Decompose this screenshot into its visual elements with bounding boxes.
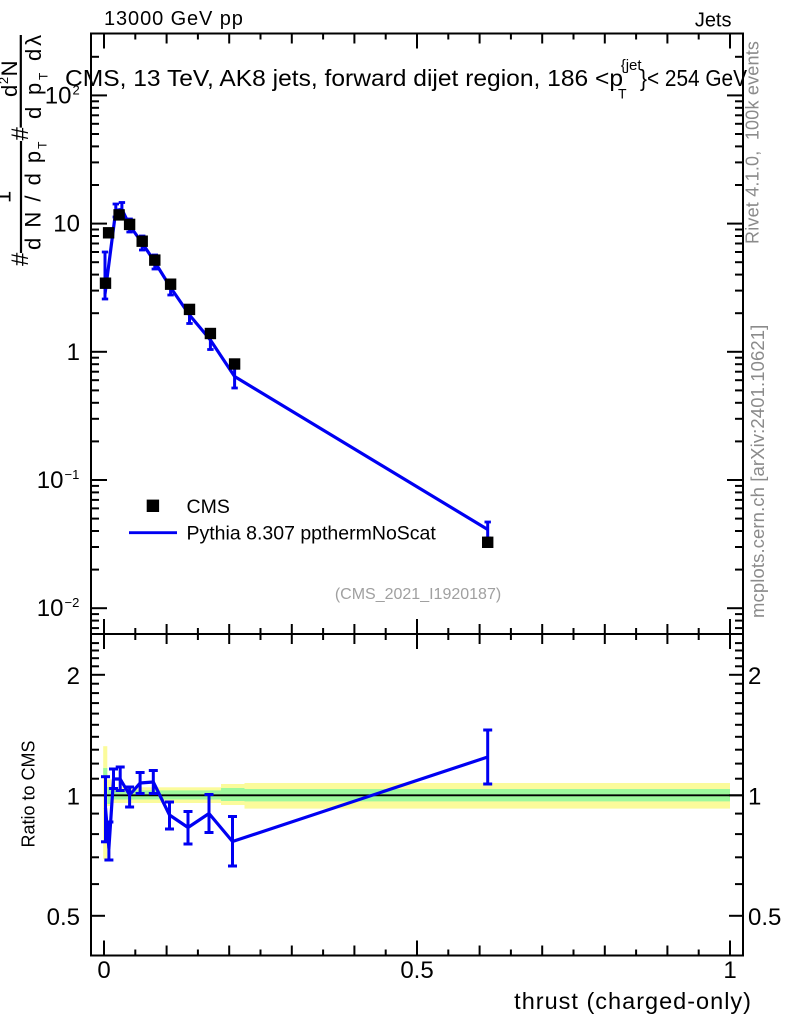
svg-text:−2: −2 [65, 595, 80, 610]
svg-text:#: # [7, 127, 34, 141]
svg-text:10: 10 [53, 211, 80, 238]
svg-text:1: 1 [748, 783, 761, 810]
svg-text:Ratio to CMS: Ratio to CMS [19, 740, 39, 847]
svg-text:CMS: CMS [187, 496, 230, 518]
svg-text:10: 10 [37, 595, 64, 622]
svg-text:1: 1 [67, 339, 80, 366]
svg-text:1: 1 [0, 191, 16, 203]
svg-text:2: 2 [67, 663, 80, 690]
svg-text:T: T [618, 86, 627, 102]
svg-text:Rivet 4.1.0, 100k events: Rivet 4.1.0, 100k events [743, 41, 763, 244]
svg-text:mcplots.cern.ch [arXiv:2401.10: mcplots.cern.ch [arXiv:2401.10621] [747, 325, 768, 618]
svg-text:Jets: Jets [695, 10, 732, 32]
svg-text:{jet: {jet [621, 57, 643, 74]
svg-text:(CMS_2021_I1920187): (CMS_2021_I1920187) [335, 586, 501, 603]
svg-text:thrust (charged-only): thrust (charged-only) [514, 988, 752, 1014]
svg-text:#: # [7, 252, 34, 266]
svg-text:10: 10 [45, 82, 72, 109]
svg-text:10: 10 [37, 467, 64, 494]
svg-text:2: 2 [73, 82, 80, 97]
svg-text:2: 2 [748, 663, 761, 690]
svg-text:−1: −1 [65, 467, 80, 482]
svg-text:13000 GeV pp: 13000 GeV pp [104, 8, 244, 30]
svg-text:Pythia 8.307 ppthermNoScat: Pythia 8.307 ppthermNoScat [187, 523, 437, 545]
svg-text:0.5: 0.5 [748, 904, 781, 931]
svg-text:1: 1 [723, 957, 736, 984]
svg-text:d N / d pT: d N / d pT [20, 140, 49, 251]
svg-text:0.5: 0.5 [400, 957, 433, 984]
svg-text:0.5: 0.5 [47, 904, 80, 931]
svg-text:1: 1 [67, 783, 80, 810]
svg-text:d2N: d2N [0, 60, 22, 97]
svg-text:}< 254 GeV: }< 254 GeV [640, 65, 747, 91]
svg-text:0: 0 [97, 957, 110, 984]
svg-text:CMS, 13 TeV, AK8 jets, forward: CMS, 13 TeV, AK8 jets, forward dijet reg… [65, 65, 623, 91]
